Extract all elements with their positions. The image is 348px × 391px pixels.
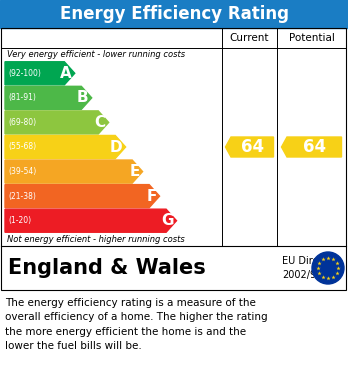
Text: Potential: Potential xyxy=(288,33,334,43)
Text: 64: 64 xyxy=(303,138,326,156)
Polygon shape xyxy=(5,111,109,134)
Bar xyxy=(0,0,348,28)
Text: The energy efficiency rating is a measure of the
overall efficiency of a home. T: The energy efficiency rating is a measur… xyxy=(5,298,268,351)
Text: Energy Efficiency Rating: Energy Efficiency Rating xyxy=(60,5,288,23)
Text: (21-38): (21-38) xyxy=(8,192,36,201)
Polygon shape xyxy=(5,62,75,85)
Text: B: B xyxy=(77,90,89,105)
Text: (81-91): (81-91) xyxy=(8,93,36,102)
Polygon shape xyxy=(5,160,143,183)
Polygon shape xyxy=(5,209,176,232)
Text: D: D xyxy=(110,140,122,154)
Text: 64: 64 xyxy=(241,138,264,156)
Text: (92-100): (92-100) xyxy=(8,69,41,78)
Bar xyxy=(1,28,346,290)
Text: E: E xyxy=(129,164,140,179)
Text: Very energy efficient - lower running costs: Very energy efficient - lower running co… xyxy=(7,50,185,59)
Text: (55-68): (55-68) xyxy=(8,142,36,151)
Text: (1-20): (1-20) xyxy=(8,216,31,225)
Text: A: A xyxy=(60,66,72,81)
Circle shape xyxy=(312,252,344,284)
Text: (39-54): (39-54) xyxy=(8,167,36,176)
Polygon shape xyxy=(5,135,126,158)
Text: Not energy efficient - higher running costs: Not energy efficient - higher running co… xyxy=(7,235,185,244)
Polygon shape xyxy=(5,86,92,109)
Text: England & Wales: England & Wales xyxy=(8,258,206,278)
Polygon shape xyxy=(5,185,159,208)
Polygon shape xyxy=(226,137,274,157)
Text: Current: Current xyxy=(230,33,269,43)
Polygon shape xyxy=(282,137,341,157)
Text: G: G xyxy=(161,213,174,228)
Text: C: C xyxy=(95,115,106,130)
Text: F: F xyxy=(146,188,157,204)
Text: (69-80): (69-80) xyxy=(8,118,36,127)
Text: EU Directive
2002/91/EC: EU Directive 2002/91/EC xyxy=(282,256,342,280)
